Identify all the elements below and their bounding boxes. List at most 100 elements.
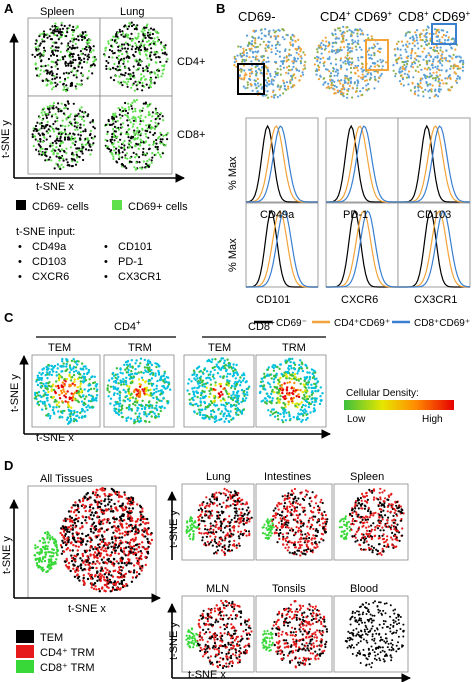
a-spleen-cd8-dot [88, 134, 92, 137]
a-lung-cd8-dot [157, 151, 160, 154]
b-tsne-dot [356, 84, 359, 87]
c-density-dot [230, 384, 234, 388]
a-lung-cd8-dot [111, 135, 114, 138]
c-density-dot [130, 370, 133, 373]
a-spleen-cd8-dot [77, 133, 80, 136]
c-density-dot [224, 369, 228, 373]
c-density-dot [232, 374, 235, 377]
c-density-dot [224, 417, 228, 420]
b-tsne-dot [291, 39, 294, 42]
b-tsne-dot [259, 43, 262, 46]
a-lung-cd8-dot [145, 153, 148, 156]
a-spleen-cd4-dot [69, 40, 72, 43]
a-spleen-cd8-dot [76, 160, 79, 164]
a-spleen-cd8-dot [69, 146, 72, 149]
d-all-dot [114, 537, 117, 540]
b-tsne-dot [299, 50, 302, 53]
d-all-dot [75, 508, 79, 512]
b-tsne-dot [257, 67, 260, 70]
c-density-dot [303, 411, 306, 414]
b-tsne-dot [246, 86, 249, 89]
b-tsne-dot [256, 51, 259, 54]
a-spleen-cd8-dot [51, 141, 54, 144]
b-tsne-dot [257, 85, 260, 88]
c-density-dot [277, 401, 281, 404]
c-density-dot [308, 371, 311, 374]
c-density-dot [232, 363, 235, 366]
a-lung-cd4-dot [114, 67, 117, 71]
a-spleen-cd4-dot [40, 60, 43, 63]
d-all-dot [139, 523, 142, 526]
a-lung-cd4-dot [118, 75, 121, 78]
a-lung-cd8-dot [140, 140, 144, 143]
a-lung-cd8-dot [145, 124, 148, 127]
d-all-dot [89, 527, 93, 531]
b-tsne-dot [336, 89, 339, 92]
b-tsne-dot [287, 85, 290, 88]
a-lung-cd8-dot [139, 138, 142, 141]
c-density-dot [299, 389, 302, 392]
d-all-dot [103, 499, 106, 503]
c-density-dot [57, 401, 60, 404]
c-density-dot [232, 390, 235, 394]
c-density-dot [225, 414, 229, 418]
d-all-dot [98, 505, 102, 509]
a-lung-cd4-dot [135, 44, 138, 47]
b-tsne-dot [266, 90, 269, 93]
b-tsne-dot [370, 46, 373, 49]
a-spleen-cd8-dot [63, 107, 66, 110]
c-density-dot [150, 363, 154, 367]
d-all-dot [96, 503, 99, 507]
b-tsne-dot [428, 54, 431, 57]
a-spleen-cd8-dot [40, 153, 44, 156]
c-density-dot [118, 405, 121, 408]
b-tsne-dot [426, 68, 429, 71]
a-lung-cd8-dot [159, 142, 162, 145]
c-density-dot [36, 383, 40, 387]
b-tsne-dot [360, 48, 363, 51]
c-density-dot [94, 397, 97, 400]
a-lung-cd8-dot [151, 156, 154, 159]
c-density-dot [311, 386, 315, 390]
a-lung-cd8-dot [146, 164, 149, 167]
c-density-dot [305, 418, 308, 421]
a-spleen-cd4-dot [92, 56, 95, 59]
a-spleen-cd8-dot [44, 125, 47, 128]
d-all-dot [95, 496, 99, 499]
c-density-dot [205, 370, 209, 373]
b-tsne-dot [266, 96, 270, 99]
b-tsne-dot [342, 83, 345, 86]
d-all-dot [74, 570, 77, 574]
b-tsne-dot [429, 75, 432, 78]
b-tsne-dot [344, 62, 347, 65]
c-density-dot [68, 364, 72, 367]
c-density-dot [60, 391, 64, 395]
a-spleen-cd8-dot [48, 108, 51, 111]
d-tissue-title: Blood [350, 583, 378, 595]
a-spleen-cd4-dot [49, 54, 53, 57]
a-lung-cd4-dot [157, 76, 160, 79]
b-tsne-dot [342, 25, 345, 28]
c-density-dot [95, 399, 98, 402]
c-density-dot [53, 400, 56, 404]
c-density-dot [265, 399, 269, 402]
a-spleen-cd8-dot [65, 152, 68, 155]
d-all-dot [121, 576, 124, 579]
a-lung-cd4-dot [138, 81, 141, 84]
c-density-dot [264, 397, 267, 400]
a-lung-cd8-dot [123, 139, 126, 143]
b-tsne-dot [242, 47, 245, 50]
c-density-dot [115, 367, 119, 370]
a-spleen-cd4-dot [60, 35, 63, 38]
a-lung-cd4-dot [139, 78, 142, 81]
b-tsne-dot [299, 55, 302, 58]
a-spleen-cd4-dot [83, 60, 86, 64]
a-lung-cd8-dot [123, 144, 126, 147]
a-spleen-cd8-dot [88, 143, 91, 146]
a-lung-cd8-dot [118, 108, 122, 111]
a-spleen-cd8-dot [55, 142, 58, 145]
a-lung-cd4-dot [138, 50, 141, 54]
a-spleen-cd4-dot [55, 30, 58, 33]
d-all-dot [89, 577, 93, 580]
c-density-dot [89, 400, 93, 403]
